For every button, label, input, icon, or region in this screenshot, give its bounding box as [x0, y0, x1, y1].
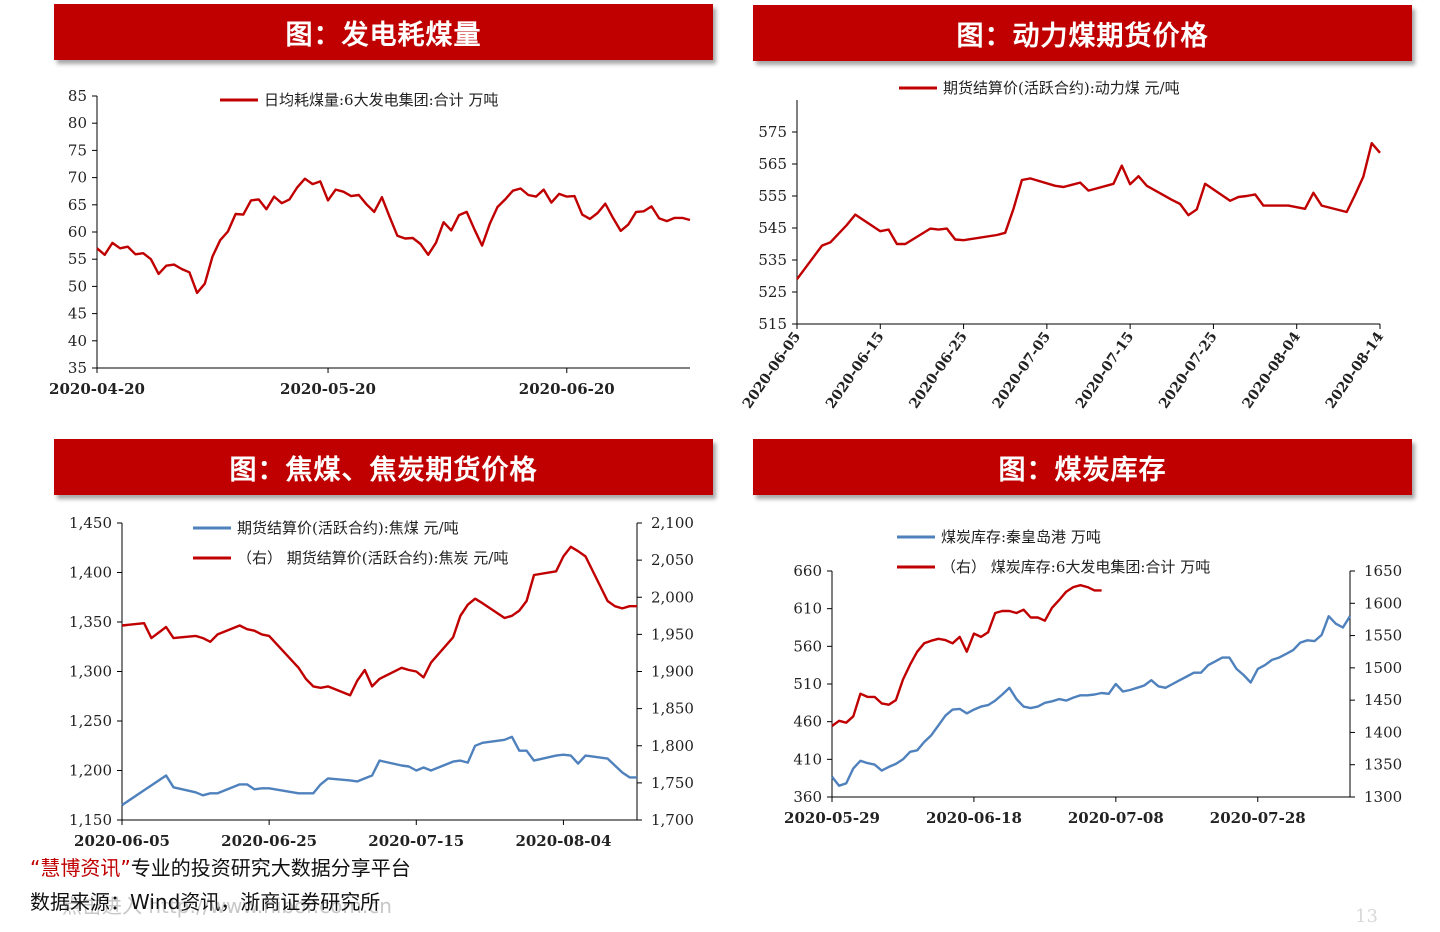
y-right-tick-label: 1450: [1364, 691, 1402, 709]
y-right-tick-label: 1300: [1364, 788, 1402, 806]
y-tick-label: 535: [758, 251, 787, 269]
y-right-tick-label: 1550: [1364, 627, 1402, 645]
x-tick-label: 2020-07-08: [1068, 809, 1164, 827]
legend-label: 煤炭库存:秦皇岛港 万吨: [941, 528, 1101, 546]
y-tick-label: 65: [68, 196, 87, 214]
y-tick-label: 515: [758, 315, 787, 333]
x-tick-label: 2020-07-15: [368, 832, 464, 850]
y-right-tick-label: 1,900: [651, 663, 694, 681]
y-tick-label: 35: [68, 359, 87, 377]
series-line-left: [121, 735, 637, 807]
legend-label: （右） 期货结算价(活跃合约):焦炭 元/吨: [237, 549, 508, 567]
chart1-title-banner: 图：发电耗煤量: [54, 4, 713, 60]
y-tick-label: 80: [68, 114, 87, 132]
quote-open: “: [30, 856, 41, 880]
y-right-tick-label: 1600: [1364, 594, 1402, 612]
y-right-tick-label: 1,800: [651, 737, 694, 755]
y-tick-label: 610: [793, 600, 822, 618]
x-tick-label: 2020-05-20: [280, 380, 376, 398]
brand-name[interactable]: 慧博资讯: [40, 856, 121, 880]
y-tick-label: 545: [758, 219, 787, 237]
x-tick-label: 2020-06-18: [926, 809, 1022, 827]
chart2-title-banner: 图：动力煤期货价格: [753, 5, 1412, 61]
series-line-right: [121, 545, 637, 697]
series-line-left: [96, 177, 691, 295]
y-right-tick-label: 1,950: [651, 625, 694, 643]
y-tick-label: 85: [68, 87, 87, 105]
y-tick-label: 1,450: [69, 514, 112, 532]
chart4-title-banner: 图：煤炭库存: [753, 439, 1412, 495]
x-tick-label: 2020-04-20: [49, 380, 145, 398]
x-tick-label: 2020-07-28: [1210, 809, 1306, 827]
watermark-link[interactable]: 点击进入 http://www.hibor.com.cn: [62, 894, 392, 918]
series-line-left: [831, 615, 1352, 787]
y-tick-label: 510: [793, 675, 822, 693]
x-tick-label: 2020-08-04: [515, 832, 611, 850]
data-source: 数据来源：Wind资讯，浙商证券研究所: [30, 890, 381, 914]
coal-consumption-chart: 35 40 45 50 55 60 65 70 75 80 85 2020-04-20 2020-05-…: [49, 87, 691, 398]
y-tick-label: 460: [793, 713, 822, 731]
series-line-right: [831, 584, 1102, 727]
y-right-tick-label: 2,100: [651, 514, 694, 532]
y-right-tick-label: 1400: [1364, 723, 1402, 741]
y-tick-label: 55: [68, 250, 87, 268]
x-tick-label: 2020-06-25: [221, 832, 317, 850]
y-right-tick-label: 1,850: [651, 700, 694, 718]
legend-label: 日均耗煤量:6大发电集团:合计 万吨: [264, 91, 498, 109]
y-tick-label: 1,150: [69, 811, 112, 829]
x-tick-label: 2020-06-05: [74, 832, 170, 850]
y-tick-label: 40: [68, 332, 87, 350]
y-tick-label: 525: [758, 283, 787, 301]
y-tick-label: 70: [68, 169, 87, 187]
y-tick-label: 1,300: [69, 663, 112, 681]
y-tick-label: 1,250: [69, 712, 112, 730]
y-tick-label: 560: [793, 637, 822, 655]
chart3-title-banner: 图：焦煤、焦炭期货价格: [54, 439, 713, 495]
y-tick-label: 565: [758, 155, 787, 173]
tagline-text: 专业的投资研究大数据分享平台: [130, 856, 411, 880]
series-line-left: [796, 141, 1381, 280]
y-tick-label: 410: [793, 750, 822, 768]
footer-tagline: “慧博资讯”专业的投资研究大数据分享平台: [30, 852, 411, 881]
x-tick-label: 2020-06-20: [519, 380, 615, 398]
legend-label: 期货结算价(活跃合约):动力煤 元/吨: [943, 79, 1180, 97]
y-tick-label: 45: [68, 305, 87, 323]
y-right-tick-label: 1,750: [651, 774, 694, 792]
y-tick-label: 75: [68, 141, 87, 159]
y-right-tick-label: 1350: [1364, 756, 1402, 774]
y-tick-label: 1,400: [69, 564, 112, 582]
y-right-tick-label: 2,050: [651, 551, 694, 569]
y-tick-label: 50: [68, 277, 87, 295]
page-number: 13: [1355, 906, 1378, 927]
quote-close: ”: [120, 856, 131, 880]
y-tick-label: 555: [758, 187, 787, 205]
y-right-tick-label: 1,700: [651, 811, 694, 829]
y-tick-label: 660: [793, 562, 822, 580]
y-right-tick-label: 1500: [1364, 659, 1402, 677]
coking-coal-coke-futures-chart: 1,150 1,200 1,250 1,300 1,350 1,400 1,450 1,700…: [69, 514, 694, 850]
legend-label: 期货结算价(活跃合约):焦煤 元/吨: [237, 519, 459, 537]
y-tick-label: 575: [758, 123, 787, 141]
y-right-tick-label: 1650: [1364, 562, 1402, 580]
y-right-tick-label: 2,000: [651, 588, 694, 606]
y-tick-label: 360: [793, 788, 822, 806]
coal-inventory-chart: 360 410 460 510 560 610 660 1300 1350 1400 1450 150…: [784, 528, 1402, 827]
y-tick-label: 60: [68, 223, 87, 241]
y-tick-label: 1,200: [69, 762, 112, 780]
legend-label: （右） 煤炭库存:6大发电集团:合计 万吨: [941, 558, 1210, 576]
x-tick-label: 2020-05-29: [784, 809, 880, 827]
y-tick-label: 1,350: [69, 613, 112, 631]
